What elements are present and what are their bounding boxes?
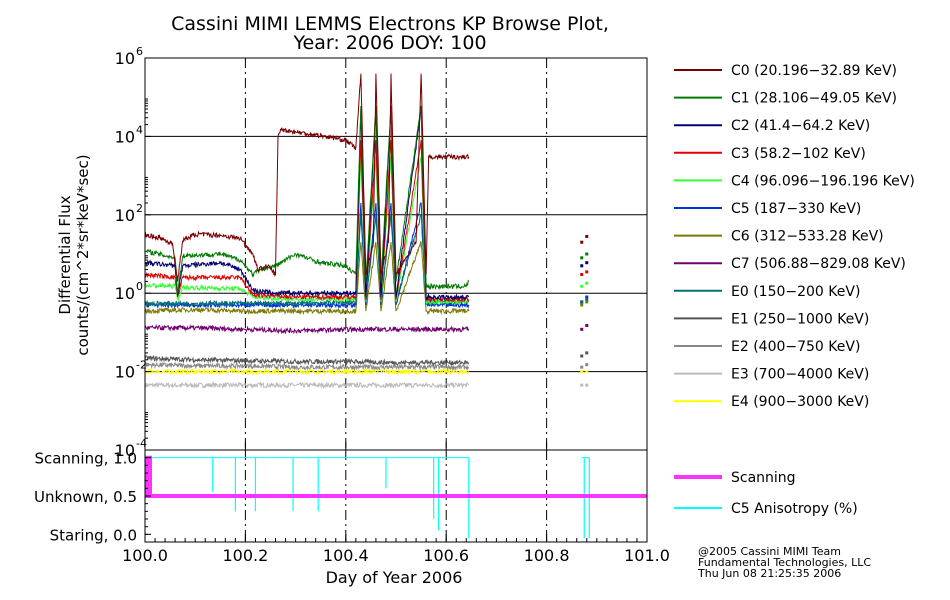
legend-label-c7: C7 (506.88−829.08 KeV) [731,256,906,272]
x-tick-label: 100.8 [524,546,570,565]
legend-label-anisotropy: C5 Anisotropy (%) [731,501,858,517]
footer-line2: Fundamental Technologies, LLC [698,556,871,569]
flux-y-tick-label: 10 [115,206,135,225]
chart-title-line2: Year: 2006 DOY: 100 [292,32,486,54]
chart-title-line1: Cassini MIMI LEMMS Electrons KP Browse P… [171,13,609,35]
y-axis-label-line1: Differential Flux [56,195,74,314]
series-c4-point [585,281,589,285]
series-c1-point [585,252,589,256]
series-c7-line [144,324,470,335]
series-e1-point [585,351,589,355]
series-e3-line [144,381,470,390]
legend-label-c1: C1 (28.106−49.05 KeV) [731,91,897,107]
series-c3-point [585,270,589,274]
series-c5-point [585,295,589,299]
series-c1-line [144,105,470,294]
flux-y-tick-exponent: 4 [136,123,143,136]
series-c5-line [144,202,470,310]
series-c2-point [585,261,589,265]
legend-label-c0: C0 (20.196−32.89 KeV) [731,63,897,79]
flux-legend: C0 (20.196−32.89 KeV) C1 (28.106−49.05 Ke… [674,63,915,410]
y-axis-label-line2: counts/(cm^2*sr*keV*sec) [74,154,92,355]
flux-y-tick-label: 10 [115,127,135,146]
x-tick-label: 100.0 [122,546,168,565]
scanning-line [145,455,647,498]
series-c7-point [585,323,589,327]
flux-y-tick-label: 10 [115,284,135,303]
legend-label-e2: E2 (400−750 KeV) [731,339,860,355]
series-e0-line [144,213,470,308]
mode-y-tick-label: Staring, 0.0 [50,526,137,544]
legend-label-c5: C5 (187−330 KeV) [731,201,861,217]
series-c2-point [580,264,584,268]
series-c2-line [144,108,470,301]
x-tick-label: 100.6 [423,546,469,565]
mode-series [145,455,647,539]
flux-y-tick-label: 10 [115,441,135,460]
flux-y-tick-exponent: 2 [136,202,143,215]
legend-label-c2: C2 (41.4−64.2 KeV) [731,118,870,134]
series-e4-line [144,367,470,376]
x-tick-label: 100.2 [222,546,268,565]
series-c3-point [580,272,584,276]
mode-legend: Scanning C5 Anisotropy (%) [674,470,858,517]
series-e0-point [585,297,589,301]
x-tick-label: 100.4 [323,546,369,565]
series-e1-point [580,354,584,358]
series-c0-line [144,73,470,282]
series-c4-line [144,156,469,306]
series-c6-line [144,240,470,316]
flux-y-tick-exponent: 0 [136,280,143,293]
legend-label-c4: C4 (96.096−196.196 KeV) [731,173,915,189]
series-c3-line [144,140,470,303]
flux-series [144,73,589,390]
legend-label-c6: C6 (312−533.28 KeV) [731,229,884,245]
x-axis: 100.0 100.2 100.4 100.6 100.8 101.0 [122,442,670,565]
mode-y-axis: Scanning, 1.0 Unknown, 0.5 Staring, 0.0 [34,449,151,544]
flux-y-tick-exponent: -4 [136,437,147,450]
series-e2-line [145,361,470,372]
mode-y-tick-label: Scanning, 1.0 [34,450,137,468]
legend-label-e0: E0 (150−200 KeV) [731,284,860,300]
series-e3-point [580,383,584,387]
footer-line3: Thu Jun 08 21:25:35 2006 [697,567,841,580]
footer-line1: @2005 Cassini MIMI Team [698,545,841,558]
series-e0-point [580,300,584,304]
flux-y-tick-exponent: -2 [136,359,147,372]
x-tick-label: 101.0 [624,546,670,565]
series-e1-line [144,355,470,367]
mode-y-tick-label: Unknown, 0.5 [34,488,137,506]
series-c1-point [580,256,584,260]
series-e2-point [580,365,584,369]
series-c7-point [580,327,584,331]
series-e4-point [580,370,584,374]
legend-label-e1: E1 (250−1000 KeV) [731,311,869,327]
flux-y-tick-label: 10 [115,49,135,68]
legend-label-e3: E3 (700−4000 KeV) [731,367,869,383]
series-c4-point [580,284,584,288]
series-c0-point [585,234,589,238]
series-e4-point [585,370,589,374]
series-c0-point [580,240,584,244]
legend-label-e4: E4 (900−3000 KeV) [731,394,869,410]
legend-label-scanning: Scanning [731,470,796,486]
flux-y-tick-label: 10 [115,363,135,382]
series-e3-point [585,383,589,387]
x-axis-label: Day of Year 2006 [326,568,463,587]
series-e2-point [585,363,589,367]
series-c6-point [585,300,589,304]
legend-label-c3: C3 (58.2−102 KeV) [731,146,866,162]
series-c6-point [580,303,584,307]
flux-y-tick-exponent: 6 [136,45,143,58]
